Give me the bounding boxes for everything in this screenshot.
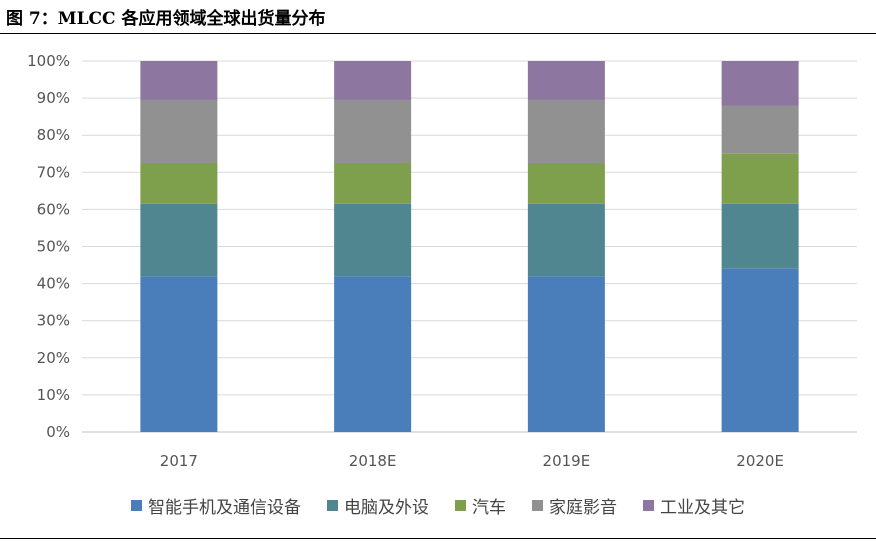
bar-segment — [140, 61, 218, 100]
top-rule — [0, 33, 876, 34]
bar-segment — [721, 268, 799, 432]
y-tick-label: 50% — [37, 238, 70, 256]
legend-swatch — [455, 500, 466, 511]
y-tick-label: 40% — [37, 275, 70, 293]
bar-segment — [334, 276, 412, 432]
bar-segment — [334, 163, 412, 204]
legend-label: 家庭影音 — [549, 498, 617, 518]
y-tick-label: 20% — [37, 349, 70, 367]
bottom-rule — [0, 538, 876, 539]
bar-segment — [140, 276, 218, 432]
legend-item: 电脑及外设 — [327, 493, 429, 518]
bar-segment — [334, 203, 412, 277]
y-tick-label: 100% — [27, 52, 70, 70]
legend-label: 电脑及外设 — [344, 498, 429, 518]
legend-swatch — [532, 500, 543, 511]
legend-label: 智能手机及通信设备 — [148, 498, 301, 518]
y-tick-label: 30% — [37, 312, 70, 330]
x-tick-label: 2017 — [160, 452, 198, 470]
y-tick-label: 10% — [37, 386, 70, 404]
bar-segment — [527, 203, 605, 277]
bar-segment — [334, 99, 412, 164]
legend-item: 汽车 — [455, 493, 506, 518]
y-tick-label: 0% — [46, 423, 70, 441]
bar-segment — [721, 153, 799, 204]
legend-item: 工业及其它 — [643, 493, 745, 518]
bar-segment — [527, 276, 605, 432]
bar-segment — [527, 163, 605, 204]
chart-title: 图 7：MLCC 各应用领域全球出货量分布 — [6, 9, 326, 29]
bar-segment — [721, 105, 799, 154]
x-tick-label: 2018E — [349, 452, 397, 470]
legend-item: 家庭影音 — [532, 493, 617, 518]
y-tick-label: 90% — [37, 89, 70, 107]
legend-swatch — [643, 500, 654, 511]
legend-label: 工业及其它 — [660, 498, 745, 518]
bar-segment — [140, 99, 218, 164]
legend-swatch — [327, 500, 338, 511]
legend-item: 智能手机及通信设备 — [131, 493, 301, 518]
bar-segment — [140, 203, 218, 277]
bar-segment — [721, 203, 799, 269]
bar-segment — [527, 99, 605, 164]
y-tick-label: 80% — [37, 126, 70, 144]
y-tick-label: 60% — [37, 200, 70, 218]
legend-swatch — [131, 500, 142, 511]
x-tick-label: 2019E — [543, 452, 591, 470]
stacked-bar-chart: 0% 10% 20% 30% 40% 50% 60% 70% 80% 90% 100% 2017 201… — [27, 52, 857, 470]
bar-segment — [334, 61, 412, 100]
bar-segment — [140, 163, 218, 204]
bar-segment — [527, 61, 605, 100]
x-tick-label: 2020E — [736, 452, 784, 470]
bar-segment — [721, 61, 799, 106]
chart-legend: 智能手机及通信设备 电脑及外设 汽车 家庭影音 工业及其它 — [0, 493, 876, 518]
y-tick-label: 70% — [37, 163, 70, 181]
legend-label: 汽车 — [472, 498, 506, 518]
